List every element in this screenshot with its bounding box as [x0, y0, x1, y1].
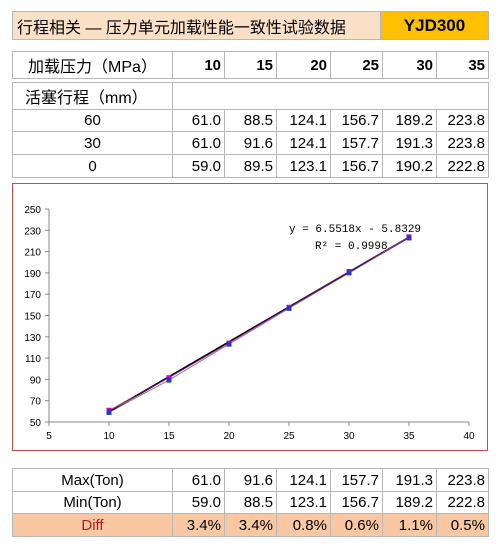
x-tick-label: 10 [103, 431, 115, 442]
max-label: Max(Ton) [13, 469, 173, 492]
min-cell: 123.1 [277, 491, 331, 514]
data-cell: 59.0 [173, 155, 225, 178]
y-tick-label: 250 [24, 205, 41, 216]
data-cell: 88.5 [225, 109, 277, 132]
y-tick-label: 190 [24, 269, 41, 280]
y-tick-label: 130 [24, 333, 41, 344]
diff-label: Diff [13, 514, 173, 537]
y-tick-label: 50 [30, 418, 42, 429]
min-label: Min(Ton) [13, 491, 173, 514]
min-cell: 189.2 [383, 491, 437, 514]
y-tick-label: 70 [30, 397, 42, 408]
series-line [108, 237, 410, 413]
y-tick-label: 150 [24, 312, 41, 323]
pressure-cell: 15 [225, 52, 277, 79]
min-cell: 88.5 [225, 491, 277, 514]
data-point [286, 305, 292, 311]
y-tick-label: 90 [30, 375, 42, 386]
data-cell: 222.8 [437, 155, 489, 178]
data-cell: 61.0 [173, 132, 225, 155]
diff-cell: 3.4% [225, 514, 277, 537]
diff-cell: 0.8% [277, 514, 331, 537]
data-point [346, 270, 352, 276]
max-cell: 191.3 [383, 469, 437, 492]
data-cell: 156.7 [331, 155, 383, 178]
r-squared-label: R² = 0.9998 [315, 241, 388, 253]
data-cell: 124.1 [277, 109, 331, 132]
page-title: 行程相关 — 压力单元加载性能一致性试验数据 [13, 12, 381, 40]
x-tick-label: 25 [283, 431, 295, 442]
max-cell: 124.1 [277, 469, 331, 492]
model-badge: YJD300 [381, 12, 489, 40]
table-row: 30 61.0 91.6 124.1 157.7 191.3 223.8 [12, 132, 489, 155]
data-cell: 89.5 [225, 155, 277, 178]
stroke-header-row: 活塞行程（mm） [12, 82, 489, 110]
x-tick-label: 40 [463, 431, 475, 442]
data-cell: 223.8 [437, 132, 489, 155]
min-cell: 222.8 [437, 491, 489, 514]
data-point [106, 409, 112, 415]
pressure-cell: 20 [277, 52, 331, 79]
stroke-value: 60 [13, 109, 173, 132]
stroke-value: 30 [13, 132, 173, 155]
diff-cell: 1.1% [383, 514, 437, 537]
table-row: 0 59.0 89.5 123.1 156.7 190.2 222.8 [12, 155, 489, 178]
min-cell: 59.0 [173, 491, 225, 514]
chart-box: 50 70 90 110 130 150 170 190 210 230 250 5 10 15 20 25 3… [12, 183, 488, 451]
pressure-cell: 25 [331, 52, 383, 79]
data-cell: 191.3 [383, 132, 437, 155]
min-row: Min(Ton) 59.0 88.5 123.1 156.7 189.2 222… [12, 491, 489, 514]
max-cell: 157.7 [331, 469, 383, 492]
data-point [406, 235, 412, 241]
y-tick-label: 210 [24, 248, 41, 259]
diff-row: Diff 3.4% 3.4% 0.8% 0.6% 1.1% 0.5% [12, 514, 489, 537]
y-tick-label: 170 [24, 290, 41, 301]
x-tick-label: 5 [46, 431, 52, 442]
y-tick-label: 110 [25, 354, 41, 365]
data-cell: 189.2 [383, 109, 437, 132]
diff-cell: 0.6% [331, 514, 383, 537]
data-cell: 190.2 [383, 155, 437, 178]
chart-axes: 50 70 90 110 130 150 170 190 210 230 250 5 10 15 20 25 3… [24, 205, 475, 442]
chart-svg: 50 70 90 110 130 150 170 190 210 230 250 5 10 15 20 25 3… [24, 205, 475, 442]
stroke-value: 0 [13, 155, 173, 178]
x-tick-label: 20 [223, 431, 235, 442]
diff-cell: 0.5% [437, 514, 489, 537]
title-row: 行程相关 — 压力单元加载性能一致性试验数据 YJD300 [12, 11, 489, 40]
diff-cell: 3.4% [173, 514, 225, 537]
pressure-cell: 35 [437, 52, 489, 79]
x-tick-label: 30 [343, 431, 355, 442]
y-tick-label: 230 [24, 226, 41, 237]
max-cell: 61.0 [173, 469, 225, 492]
min-cell: 156.7 [331, 491, 383, 514]
data-cell: 61.0 [173, 109, 225, 132]
pressure-label: 加载压力（MPa） [13, 52, 173, 79]
max-cell: 223.8 [437, 469, 489, 492]
table-row: 60 61.0 88.5 124.1 156.7 189.2 223.8 [12, 109, 489, 132]
pressure-cell: 30 [383, 52, 437, 79]
data-cell: 223.8 [437, 109, 489, 132]
data-cell: 123.1 [277, 155, 331, 178]
data-cell: 124.1 [277, 132, 331, 155]
stroke-label: 活塞行程（mm） [13, 83, 173, 110]
data-point [226, 341, 232, 347]
points-group [106, 234, 412, 415]
data-cell: 91.6 [225, 132, 277, 155]
x-tick-label: 15 [163, 431, 175, 442]
data-cell: 156.7 [331, 109, 383, 132]
x-tick-label: 35 [403, 431, 415, 442]
data-point [166, 377, 172, 383]
pressure-header-row: 加载压力（MPa） 10 15 20 25 30 35 [12, 51, 489, 79]
series-line [108, 236, 410, 411]
max-row: Max(Ton) 61.0 91.6 124.1 157.7 191.3 223… [12, 468, 489, 492]
stroke-header-blank [173, 83, 489, 110]
pressure-cell: 10 [173, 52, 225, 79]
trendline-equation: y = 6.5518x - 5.8329 [289, 224, 421, 236]
data-cell: 157.7 [331, 132, 383, 155]
max-cell: 91.6 [225, 469, 277, 492]
